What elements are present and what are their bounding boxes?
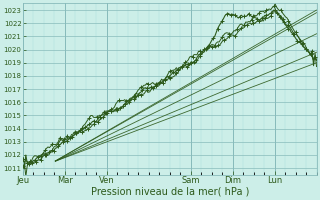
X-axis label: Pression niveau de la mer( hPa ): Pression niveau de la mer( hPa ) [91, 187, 249, 197]
